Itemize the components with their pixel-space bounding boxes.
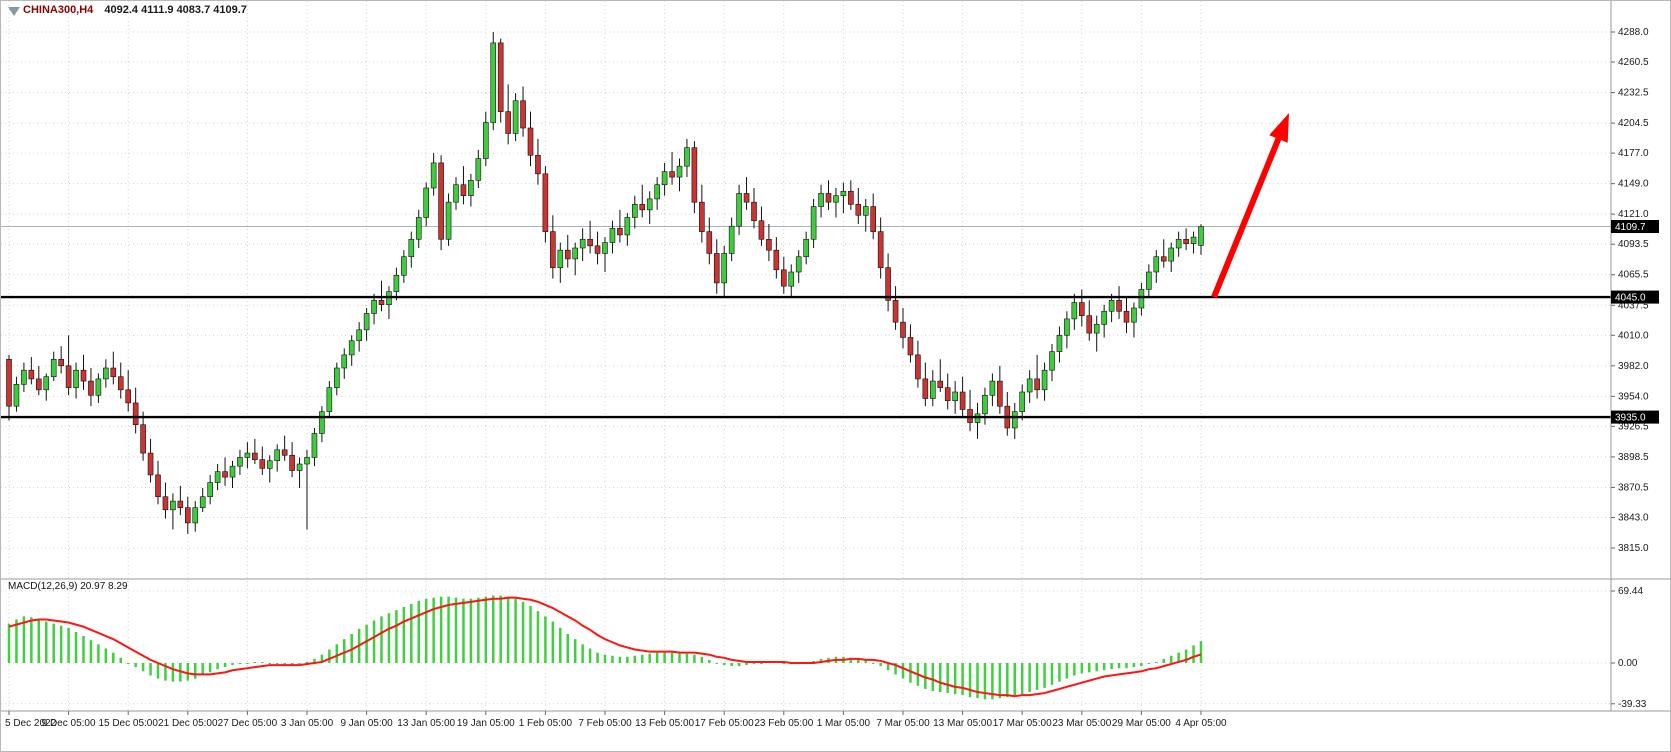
svg-text:4204.5: 4204.5 xyxy=(1618,118,1649,129)
symbol-info: CHINA300,H4 4092.4 4111.9 4083.7 4109.7 xyxy=(23,4,247,16)
candles-layer[interactable] xyxy=(6,32,1204,534)
svg-text:7 Mar 05:00: 7 Mar 05:00 xyxy=(876,718,930,729)
svg-text:3982.0: 3982.0 xyxy=(1618,361,1649,372)
macd-axis[interactable]: 69.44 0.00 -39.33 xyxy=(1611,586,1647,710)
svg-text:4 Apr 05:00: 4 Apr 05:00 xyxy=(1175,718,1227,729)
pane-separators xyxy=(1,1,1670,712)
svg-text:3 Jan 05:00: 3 Jan 05:00 xyxy=(281,718,334,729)
svg-text:0.00: 0.00 xyxy=(1618,658,1638,669)
svg-text:69.44: 69.44 xyxy=(1618,586,1643,597)
svg-text:5 Dec 2022: 5 Dec 2022 xyxy=(5,718,57,729)
svg-text:3926.5: 3926.5 xyxy=(1618,421,1649,432)
chart-shift-marker-icon[interactable] xyxy=(8,7,20,16)
svg-text:17 Feb 05:00: 17 Feb 05:00 xyxy=(695,718,754,729)
horizontal-level-lines[interactable] xyxy=(1,295,1611,419)
symbol-name: CHINA300,H4 xyxy=(23,4,94,16)
svg-text:13 Feb 05:00: 13 Feb 05:00 xyxy=(635,718,694,729)
svg-text:4045.0: 4045.0 xyxy=(1615,293,1646,304)
current-price-label: 4109.7 xyxy=(1611,220,1659,234)
level-price-label: 3935.0 xyxy=(1611,410,1659,424)
ohlc-readout: 4092.4 4111.9 4083.7 4109.7 xyxy=(104,4,247,16)
macd-histogram xyxy=(7,595,1203,700)
svg-text:4109.7: 4109.7 xyxy=(1615,222,1646,233)
svg-text:9 Jan 05:00: 9 Jan 05:00 xyxy=(340,718,393,729)
svg-text:4121.0: 4121.0 xyxy=(1618,209,1649,220)
svg-text:4288.0: 4288.0 xyxy=(1618,27,1649,38)
axis-price-labels: 4045.0 3935.0 4109.7 xyxy=(1611,220,1659,424)
svg-text:13 Jan 05:00: 13 Jan 05:00 xyxy=(397,718,455,729)
svg-text:13 Mar 05:00: 13 Mar 05:00 xyxy=(933,718,992,729)
svg-text:4037.5: 4037.5 xyxy=(1618,300,1649,311)
level-price-label: 4045.0 xyxy=(1611,290,1659,304)
svg-text:21 Dec 05:00: 21 Dec 05:00 xyxy=(158,718,218,729)
svg-text:29 Mar 05:00: 29 Mar 05:00 xyxy=(1112,718,1171,729)
svg-text:23 Mar 05:00: 23 Mar 05:00 xyxy=(1052,718,1111,729)
svg-text:1 Feb 05:00: 1 Feb 05:00 xyxy=(519,718,573,729)
svg-text:-39.33: -39.33 xyxy=(1618,699,1647,710)
svg-text:4232.5: 4232.5 xyxy=(1618,88,1649,99)
svg-text:23 Feb 05:00: 23 Feb 05:00 xyxy=(754,718,813,729)
svg-text:4260.5: 4260.5 xyxy=(1618,57,1649,68)
price-axis[interactable]: 4288.0 4260.5 4232.5 4204.5 4177.0 4149.0 4121… xyxy=(1611,27,1649,554)
svg-text:15 Dec 05:00: 15 Dec 05:00 xyxy=(98,718,158,729)
svg-text:1 Mar 05:00: 1 Mar 05:00 xyxy=(817,718,871,729)
svg-text:3954.0: 3954.0 xyxy=(1618,391,1649,402)
macd-indicator-label: MACD(12,26,9) 20.97 8.29 xyxy=(8,581,128,592)
svg-text:4149.0: 4149.0 xyxy=(1618,179,1649,190)
svg-text:3870.5: 3870.5 xyxy=(1618,482,1649,493)
svg-text:3935.0: 3935.0 xyxy=(1615,413,1646,424)
svg-text:9 Dec 05:00: 9 Dec 05:00 xyxy=(42,718,96,729)
svg-text:27 Dec 05:00: 27 Dec 05:00 xyxy=(218,718,278,729)
svg-text:3898.5: 3898.5 xyxy=(1618,452,1649,463)
svg-text:7 Feb 05:00: 7 Feb 05:00 xyxy=(578,718,632,729)
svg-text:4010.0: 4010.0 xyxy=(1618,330,1649,341)
svg-text:4065.5: 4065.5 xyxy=(1618,270,1649,281)
svg-text:3815.0: 3815.0 xyxy=(1618,543,1649,554)
trend-arrow[interactable] xyxy=(1211,113,1289,299)
svg-text:17 Mar 05:00: 17 Mar 05:00 xyxy=(993,718,1052,729)
svg-text:4177.0: 4177.0 xyxy=(1618,148,1649,159)
macd-signal-line xyxy=(8,596,1202,698)
svg-text:19 Jan 05:00: 19 Jan 05:00 xyxy=(457,718,515,729)
svg-text:3843.0: 3843.0 xyxy=(1618,512,1649,523)
svg-text:4093.5: 4093.5 xyxy=(1618,239,1649,250)
